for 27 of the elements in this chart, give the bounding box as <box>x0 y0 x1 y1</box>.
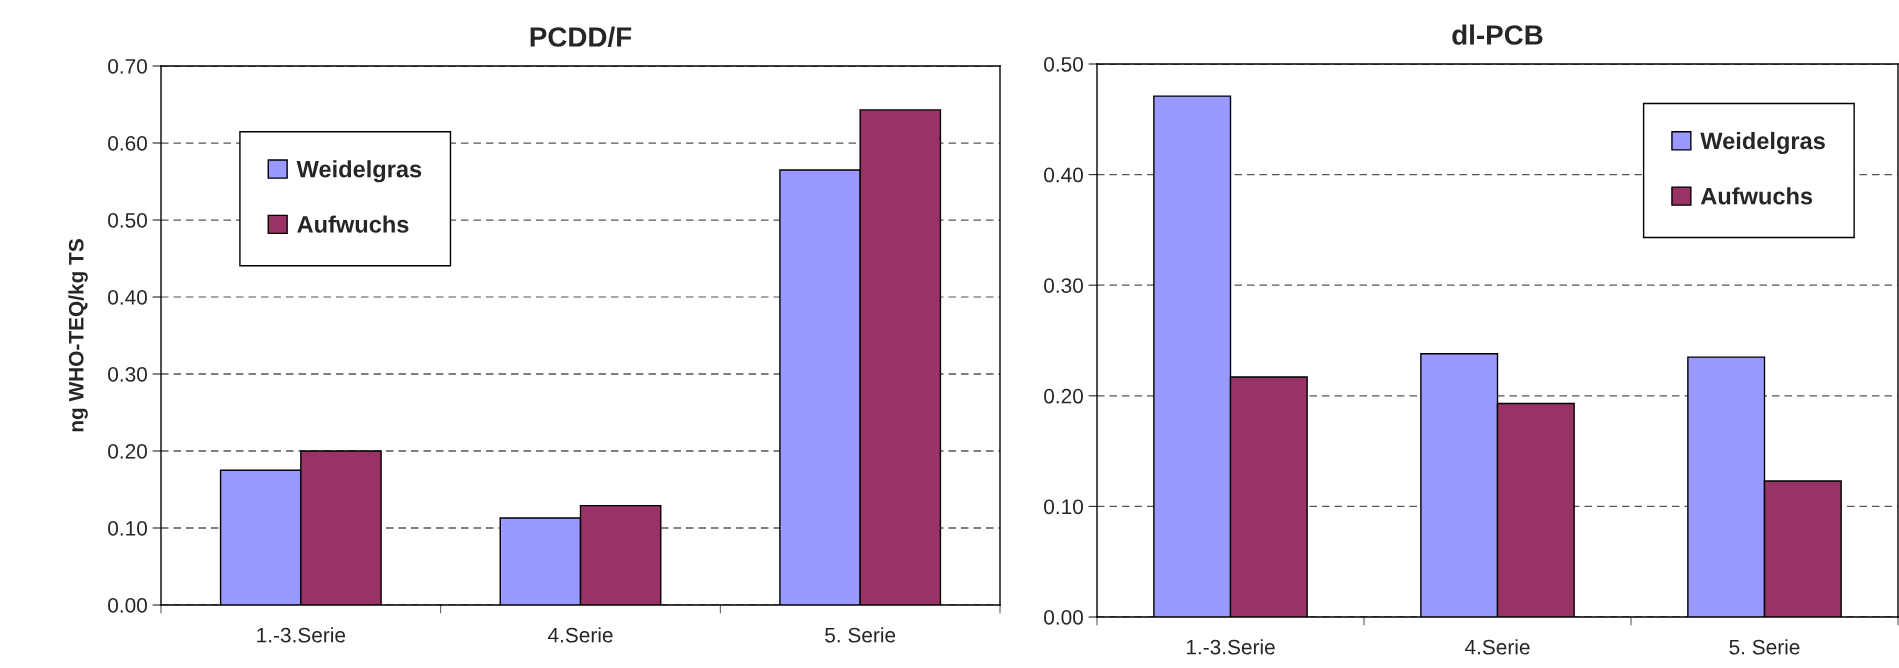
y-tick-label: 0.00 <box>1044 610 1083 625</box>
y-tick-label: 0.10 <box>108 521 147 536</box>
chart-title: dl-PCB <box>1452 24 1543 45</box>
y-axis-title: ng WHO-TEQ/kg TS <box>68 239 88 432</box>
x-tick-label: 4.Serie <box>1464 639 1530 655</box>
y-tick-label: 0.30 <box>108 367 147 382</box>
y-tick-label: 0.50 <box>108 213 147 228</box>
y-tick-label: 0.60 <box>108 136 147 151</box>
chart-title: PCDD/F <box>530 26 632 48</box>
y-tick-label: 0.70 <box>108 59 147 74</box>
legend-label: Aufwuchs <box>297 215 409 233</box>
x-tick-label: 1.-3.Serie <box>1186 639 1275 655</box>
legend-label: Aufwuchs <box>1700 187 1813 205</box>
y-tick-label: 0.10 <box>1044 499 1083 515</box>
y-tick-label: 0.00 <box>108 598 147 613</box>
y-tick-label: 0.40 <box>1044 167 1083 183</box>
x-tick-label: 5. Serie <box>1729 639 1800 655</box>
x-tick-label: 5. Serie <box>825 627 896 643</box>
y-tick-label: 0.50 <box>1044 57 1083 72</box>
y-tick-label: 0.30 <box>1044 278 1083 293</box>
y-tick-label: 0.20 <box>1044 388 1083 404</box>
legend-label: Weidelgras <box>1700 131 1825 155</box>
y-tick-label: 0.40 <box>108 290 147 305</box>
x-tick-label: 4.Serie <box>547 627 613 643</box>
y-tick-label: 0.20 <box>108 444 147 459</box>
x-tick-label: 1.-3.Serie <box>257 627 346 643</box>
legend-label: Weidelgras <box>296 160 422 183</box>
